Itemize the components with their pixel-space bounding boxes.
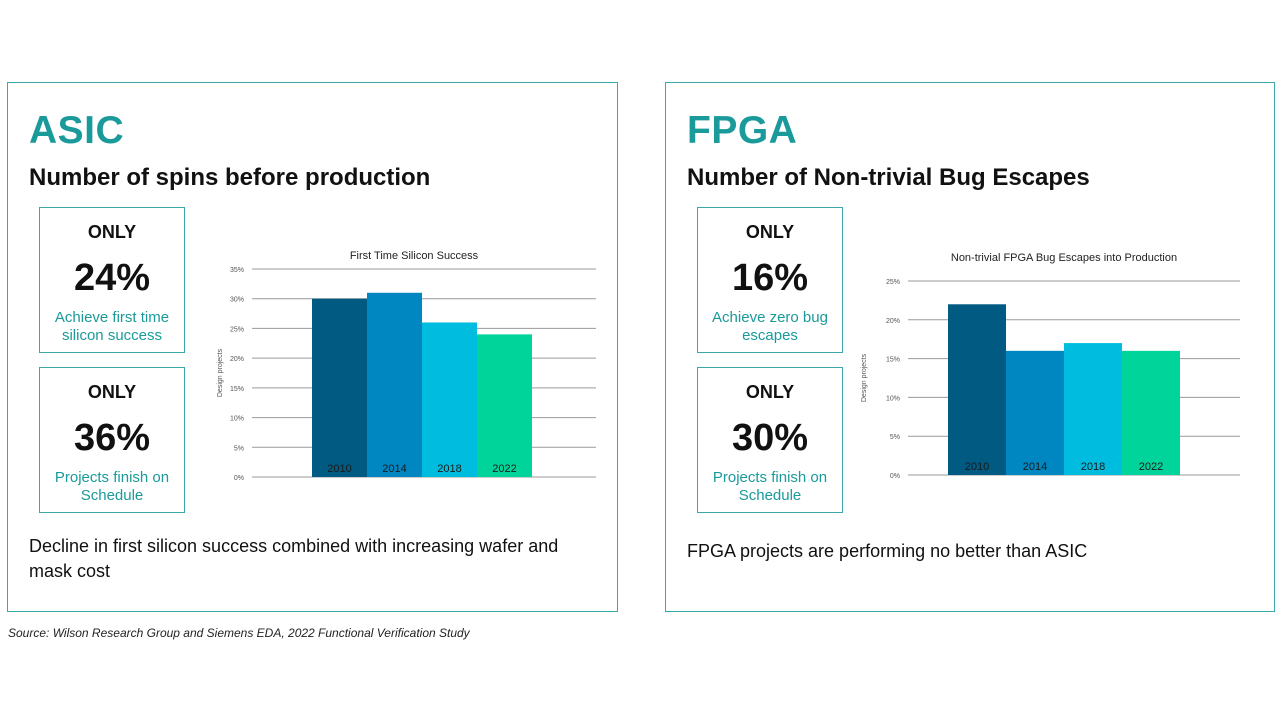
- stat-only-label: ONLY: [745, 382, 795, 402]
- stat-caption: Projects finish on Schedule: [54, 469, 170, 504]
- category-label: 2018: [437, 463, 461, 475]
- fpga-schedule-stat: ONLY 30% Projects finish on Schedule: [697, 367, 843, 513]
- fpga-panel: FPGA Number of Non-trivial Bug Escapes O…: [665, 82, 1275, 612]
- category-label: 2018: [1081, 461, 1105, 473]
- stat-value: 36%: [73, 417, 151, 459]
- bar-2010: [312, 298, 367, 477]
- y-tick-label: 20%: [886, 318, 900, 325]
- bar-2022: [1122, 350, 1180, 475]
- chart-svg: Non-trivial FPGA Bug Escapes into Produc…: [861, 252, 1240, 480]
- bar-2014: [1006, 350, 1064, 475]
- y-tick-label: 35%: [230, 267, 244, 274]
- fpga-subtitle: Number of Non-trivial Bug Escapes: [687, 164, 1090, 191]
- stat-only-label: ONLY: [87, 382, 137, 402]
- y-tick-label: 25%: [886, 279, 900, 286]
- y-tick-label: 15%: [230, 386, 244, 393]
- y-tick-label: 20%: [230, 356, 244, 363]
- asic-panel: ASIC Number of spins before production O…: [7, 82, 618, 612]
- fpga-bug-escapes-chart: Non-trivial FPGA Bug Escapes into Produc…: [852, 243, 1242, 488]
- y-tick-label: 30%: [230, 297, 244, 304]
- stat-value: 16%: [731, 257, 809, 299]
- category-label: 2010: [965, 461, 989, 473]
- category-label: 2022: [1139, 461, 1163, 473]
- y-tick-label: 0%: [234, 475, 244, 482]
- fpga-note: FPGA projects are performing no better t…: [687, 541, 1088, 561]
- y-tick-label: 15%: [886, 357, 900, 364]
- bar-2010: [948, 304, 1006, 475]
- bar-2022: [477, 334, 532, 477]
- stat-caption: Achieve zero bug escapes: [712, 309, 828, 344]
- fpga-title: FPGA: [687, 109, 798, 152]
- stat-only-label: ONLY: [745, 222, 795, 242]
- category-label: 2014: [1023, 461, 1047, 473]
- category-label: 2014: [382, 463, 406, 475]
- asic-title: ASIC: [29, 109, 125, 152]
- y-tick-label: 5%: [234, 445, 244, 452]
- y-tick-label: 10%: [230, 416, 244, 423]
- y-tick-label: 0%: [890, 473, 900, 480]
- chart-title: First Time Silicon Success: [350, 250, 479, 262]
- y-tick-label: 5%: [890, 434, 900, 441]
- stat-caption: Achieve first time silicon success: [54, 309, 170, 344]
- stat-caption: Projects finish on Schedule: [712, 469, 828, 504]
- category-label: 2022: [492, 463, 516, 475]
- asic-schedule-stat: ONLY 36% Projects finish on Schedule: [39, 367, 185, 513]
- first-time-silicon-success-chart: First Time Silicon Success 0% 5% 10% 15% 20% 2…: [208, 243, 598, 488]
- asic-note: Decline in first silicon success combine…: [29, 536, 559, 581]
- asic-subtitle: Number of spins before production: [29, 164, 431, 191]
- y-axis-label: Design projects: [861, 353, 868, 402]
- stat-value: 30%: [731, 417, 809, 459]
- asic-first-silicon-stat: ONLY 24% Achieve first time silicon succ…: [39, 207, 185, 353]
- source-citation: Source: Wilson Research Group and Siemen…: [8, 626, 470, 640]
- bar-2018: [1064, 343, 1122, 475]
- bar-2014: [367, 292, 422, 477]
- bar-2018: [422, 322, 477, 477]
- y-axis-label: Design projects: [217, 348, 224, 397]
- y-tick-label: 25%: [230, 326, 244, 333]
- category-label: 2010: [327, 463, 351, 475]
- chart-title: Non-trivial FPGA Bug Escapes into Produc…: [951, 252, 1177, 264]
- stat-value: 24%: [73, 257, 151, 299]
- fpga-zero-bug-stat: ONLY 16% Achieve zero bug escapes: [697, 207, 843, 353]
- y-tick-label: 10%: [886, 395, 900, 402]
- stat-only-label: ONLY: [87, 222, 137, 242]
- chart-svg: First Time Silicon Success 0% 5% 10% 15% 20% 2…: [217, 250, 596, 482]
